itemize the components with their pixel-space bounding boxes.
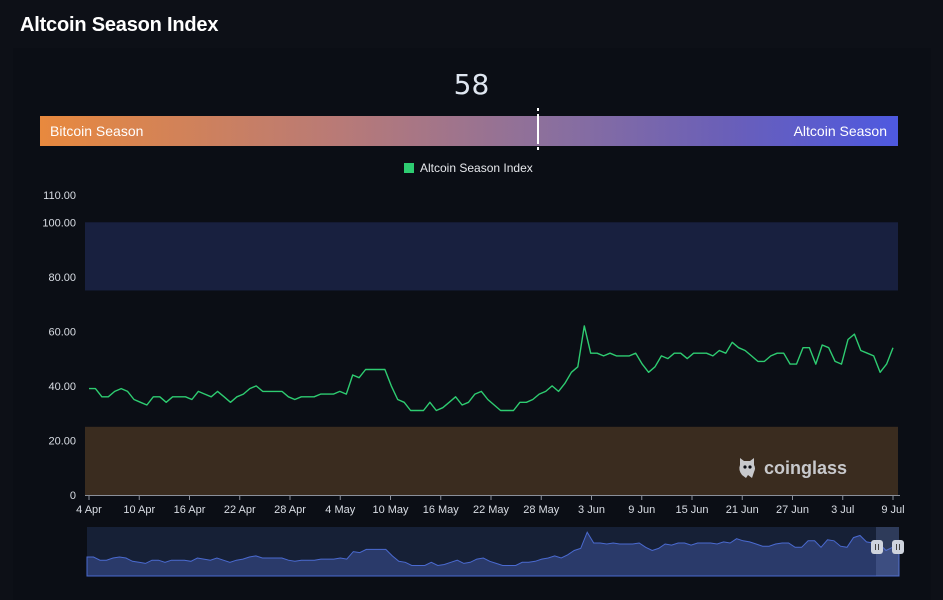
x-tick-label: 4 Apr [76, 504, 102, 516]
x-tick-label: 21 Jun [726, 504, 759, 516]
y-tick-label: 40.00 [48, 381, 76, 393]
watermark-text: coinglass [764, 457, 848, 478]
x-tick-label: 9 Jul [881, 504, 904, 516]
x-tick-label: 9 Jun [628, 504, 655, 516]
x-tick-label: 16 May [423, 504, 460, 516]
coinglass-logo-icon [739, 458, 755, 478]
gauge-marker [537, 108, 539, 154]
altcoin-season-label: Altcoin Season [793, 123, 887, 139]
x-tick-label: 3 Jun [578, 504, 605, 516]
bitcoin-season-label: Bitcoin Season [50, 123, 144, 139]
navigator-selected-range [876, 527, 899, 576]
chart-legend[interactable]: Altcoin Season Index [404, 161, 533, 175]
y-tick-label: 0 [70, 490, 76, 502]
navigator-handle-left[interactable] [871, 540, 883, 554]
x-tick-label: 28 May [523, 504, 560, 516]
navigator-series-area [86, 531, 900, 577]
series-line-altcoin-season-index [89, 325, 894, 412]
x-tick-label: 4 May [325, 504, 355, 516]
x-tick-label: 3 Jul [831, 504, 854, 516]
coinglass-watermark: coinglass [736, 456, 847, 480]
x-tick-label: 28 Apr [274, 504, 306, 516]
band-bitcoin [85, 426, 898, 495]
band-altcoin [85, 222, 898, 291]
x-tick-label: 27 Jun [776, 504, 809, 516]
legend-swatch-icon [404, 163, 414, 173]
season-gauge-bar: Bitcoin Season Altcoin Season [40, 116, 898, 146]
x-tick-label: 10 May [372, 504, 409, 516]
legend-label: Altcoin Season Index [420, 161, 533, 175]
y-tick-label: 80.00 [48, 272, 76, 284]
x-tick-label: 10 Apr [123, 504, 155, 516]
y-tick-label: 110.00 [43, 190, 76, 202]
y-tick-label: 100.00 [42, 217, 76, 229]
y-tick-label: 20.00 [48, 435, 76, 447]
x-tick-label: 15 Jun [675, 504, 708, 516]
gauge-value: 58 [453, 68, 490, 101]
navigator-handle-right[interactable] [892, 540, 904, 554]
y-tick-label: 60.00 [48, 326, 76, 338]
x-tick-label: 16 Apr [174, 504, 206, 516]
x-tick-label: 22 Apr [224, 504, 256, 516]
x-tick-label: 22 May [473, 504, 510, 516]
page-title: Altcoin Season Index [20, 14, 219, 36]
